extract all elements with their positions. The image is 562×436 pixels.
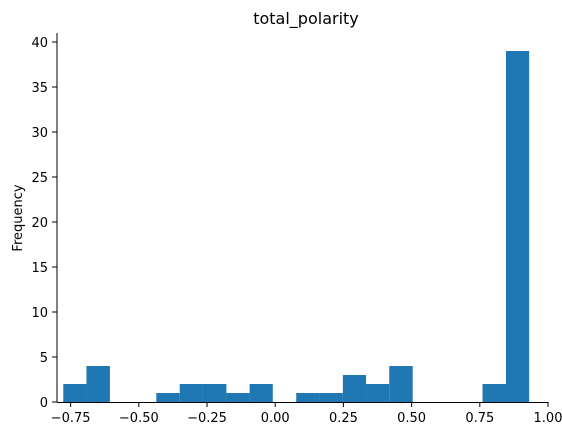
y-tick-label: 10 [31, 306, 48, 321]
histogram-bar-7 [226, 393, 250, 402]
histogram-bar-1 [86, 366, 110, 402]
histogram-bar-12 [342, 375, 367, 402]
chart-title: total_polarity [253, 9, 359, 29]
y-tick-label: 35 [31, 81, 48, 96]
axes-group: −0.75 −0.50 −0.25 0.00 0.25 0.50 0.75 1.00 0 5 10 1… [31, 33, 562, 426]
histogram-bar-14 [389, 366, 413, 402]
y-tick-label: 30 [31, 126, 48, 141]
y-tick-label: 20 [31, 216, 48, 231]
histogram-bar-6 [202, 384, 227, 402]
x-tick-label: −0.50 [119, 411, 159, 426]
x-tick-label: 1.00 [534, 411, 562, 426]
x-tick-label: 0.00 [261, 411, 290, 426]
y-tick-label: 0 [40, 396, 48, 411]
x-tick-label: 0.25 [329, 411, 358, 426]
histogram-bar-10 [296, 393, 320, 402]
x-tick-label: 0.50 [397, 411, 426, 426]
histogram-bar-4 [156, 393, 180, 402]
y-tick-label: 15 [31, 261, 48, 276]
y-tick-label: 25 [31, 171, 48, 186]
histogram-bar-5 [179, 384, 203, 402]
histogram-bar-8 [249, 384, 273, 402]
bars-group [63, 51, 530, 402]
x-tick-label: −0.25 [187, 411, 227, 426]
histogram-bar-18 [482, 384, 506, 402]
histogram-bar-13 [366, 384, 390, 402]
y-tick-label: 40 [31, 36, 48, 51]
histogram-bar-19 [505, 51, 530, 402]
histogram-bar-0 [63, 384, 87, 402]
y-tick-label: 5 [40, 351, 48, 366]
x-tick-label: −0.75 [51, 411, 91, 426]
histogram-bar-11 [319, 393, 343, 402]
y-axis-label: Frequency [11, 184, 26, 251]
x-tick-label: 0.75 [465, 411, 494, 426]
